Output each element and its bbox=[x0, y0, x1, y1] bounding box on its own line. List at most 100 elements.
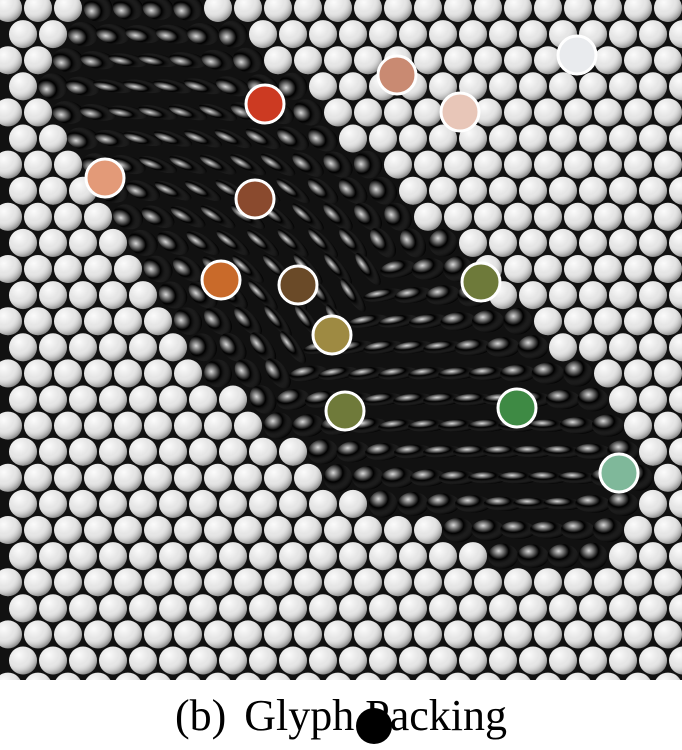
glyph-shading bbox=[397, 491, 429, 516]
glyph-shading bbox=[384, 202, 412, 231]
glyph-shading bbox=[504, 568, 532, 597]
glyph-shading bbox=[414, 620, 442, 649]
glyph-shading bbox=[99, 594, 127, 623]
glyph-shading bbox=[9, 594, 37, 623]
glyph-shading bbox=[363, 340, 403, 354]
glyph-shading bbox=[308, 228, 338, 258]
glyph-shading bbox=[249, 437, 277, 466]
glyph-shading bbox=[249, 332, 277, 363]
glyph-shading bbox=[339, 646, 367, 675]
glyph-shading bbox=[471, 310, 505, 333]
glyph-shading bbox=[189, 646, 217, 675]
glyph-shading bbox=[199, 154, 237, 175]
glyph-shading bbox=[429, 176, 457, 205]
glyph-shading bbox=[234, 306, 262, 336]
glyph-shading bbox=[654, 0, 682, 22]
glyph-shading bbox=[534, 98, 562, 127]
glyph-shading bbox=[564, 202, 592, 231]
glyph-shading bbox=[654, 463, 682, 492]
glyph-shading bbox=[129, 489, 157, 518]
glyph-shading bbox=[459, 542, 487, 571]
glyph-shading bbox=[158, 281, 188, 309]
glyph-shading bbox=[294, 463, 322, 492]
glyph-shading bbox=[654, 411, 682, 440]
glyph-shading bbox=[624, 0, 652, 22]
glyph-shading bbox=[309, 489, 337, 518]
glyph-shading bbox=[609, 594, 637, 623]
glyph-shading bbox=[529, 521, 567, 539]
glyph-shading bbox=[411, 258, 445, 280]
glyph-shading bbox=[595, 672, 621, 680]
glyph-shading bbox=[24, 516, 52, 544]
glyph-shading bbox=[204, 568, 232, 597]
glyph-shading bbox=[560, 520, 596, 540]
glyph-shading bbox=[264, 46, 292, 75]
glyph-shading bbox=[438, 419, 478, 432]
glyph-shading bbox=[52, 47, 84, 73]
glyph-shading bbox=[115, 672, 141, 680]
glyph-shading bbox=[145, 672, 171, 680]
glyph-shading bbox=[353, 150, 383, 179]
glyph-shading bbox=[354, 620, 382, 649]
glyph-shading bbox=[219, 437, 247, 466]
glyph-shading bbox=[579, 594, 607, 623]
glyph-shading bbox=[549, 228, 577, 257]
glyph-shading bbox=[669, 594, 682, 623]
glyph-shading bbox=[594, 150, 622, 179]
glyph-shading bbox=[279, 489, 307, 518]
glyph-shading bbox=[564, 255, 592, 283]
glyph-shading bbox=[338, 177, 368, 205]
glyph-shading bbox=[84, 359, 112, 388]
glyph-shading bbox=[9, 281, 37, 310]
glyph-shading bbox=[513, 497, 553, 510]
glyph-shading bbox=[517, 335, 549, 360]
glyph-shading bbox=[204, 516, 232, 544]
glyph-shading bbox=[594, 202, 622, 231]
glyph-shading bbox=[174, 411, 202, 440]
glyph-shading bbox=[144, 620, 172, 649]
glyph-shading bbox=[591, 414, 625, 437]
glyph-shading bbox=[324, 516, 352, 544]
glyph-shading bbox=[219, 594, 247, 623]
glyph-shading bbox=[263, 412, 293, 439]
glyph-shading bbox=[423, 340, 463, 354]
glyph-shading bbox=[204, 359, 232, 388]
glyph-shading bbox=[249, 594, 277, 623]
glyph-shading bbox=[294, 620, 322, 649]
glyph-shading bbox=[9, 176, 37, 205]
glyph-shading bbox=[69, 489, 97, 518]
glyph-shading bbox=[0, 98, 22, 127]
glyph-shading bbox=[24, 0, 52, 22]
glyph-shading bbox=[504, 620, 532, 649]
glyph-shading bbox=[669, 385, 682, 414]
glyph-shading bbox=[0, 568, 22, 597]
glyph-shading bbox=[459, 646, 487, 675]
glyph-shading bbox=[295, 672, 321, 680]
glyph-shading bbox=[99, 646, 127, 675]
glyph-shading bbox=[453, 445, 493, 458]
glyph-shading bbox=[114, 568, 142, 597]
glyph-shading bbox=[183, 78, 223, 95]
glyph-shading bbox=[370, 227, 396, 258]
glyph-shading bbox=[654, 255, 682, 283]
glyph-shading bbox=[489, 124, 517, 153]
glyph-shading bbox=[249, 542, 277, 571]
glyph-shading bbox=[355, 252, 381, 286]
glyph-shading bbox=[323, 464, 353, 492]
glyph-shading bbox=[579, 646, 607, 675]
glyph-field bbox=[0, 0, 682, 680]
glyph-shading bbox=[428, 229, 458, 257]
glyph-shading bbox=[292, 414, 324, 438]
glyph-shading bbox=[142, 0, 174, 21]
glyph-shading bbox=[378, 419, 418, 432]
glyph-shading bbox=[170, 205, 206, 228]
glyph-shading bbox=[669, 72, 682, 101]
glyph-shading bbox=[607, 491, 639, 516]
glyph-shading bbox=[528, 471, 568, 484]
glyph-shading bbox=[112, 0, 144, 21]
glyph-shading bbox=[534, 46, 562, 75]
glyph-shading bbox=[474, 46, 502, 75]
glyph-shading bbox=[624, 255, 652, 283]
glyph-shading bbox=[249, 20, 277, 49]
glyph-shading bbox=[369, 176, 397, 205]
